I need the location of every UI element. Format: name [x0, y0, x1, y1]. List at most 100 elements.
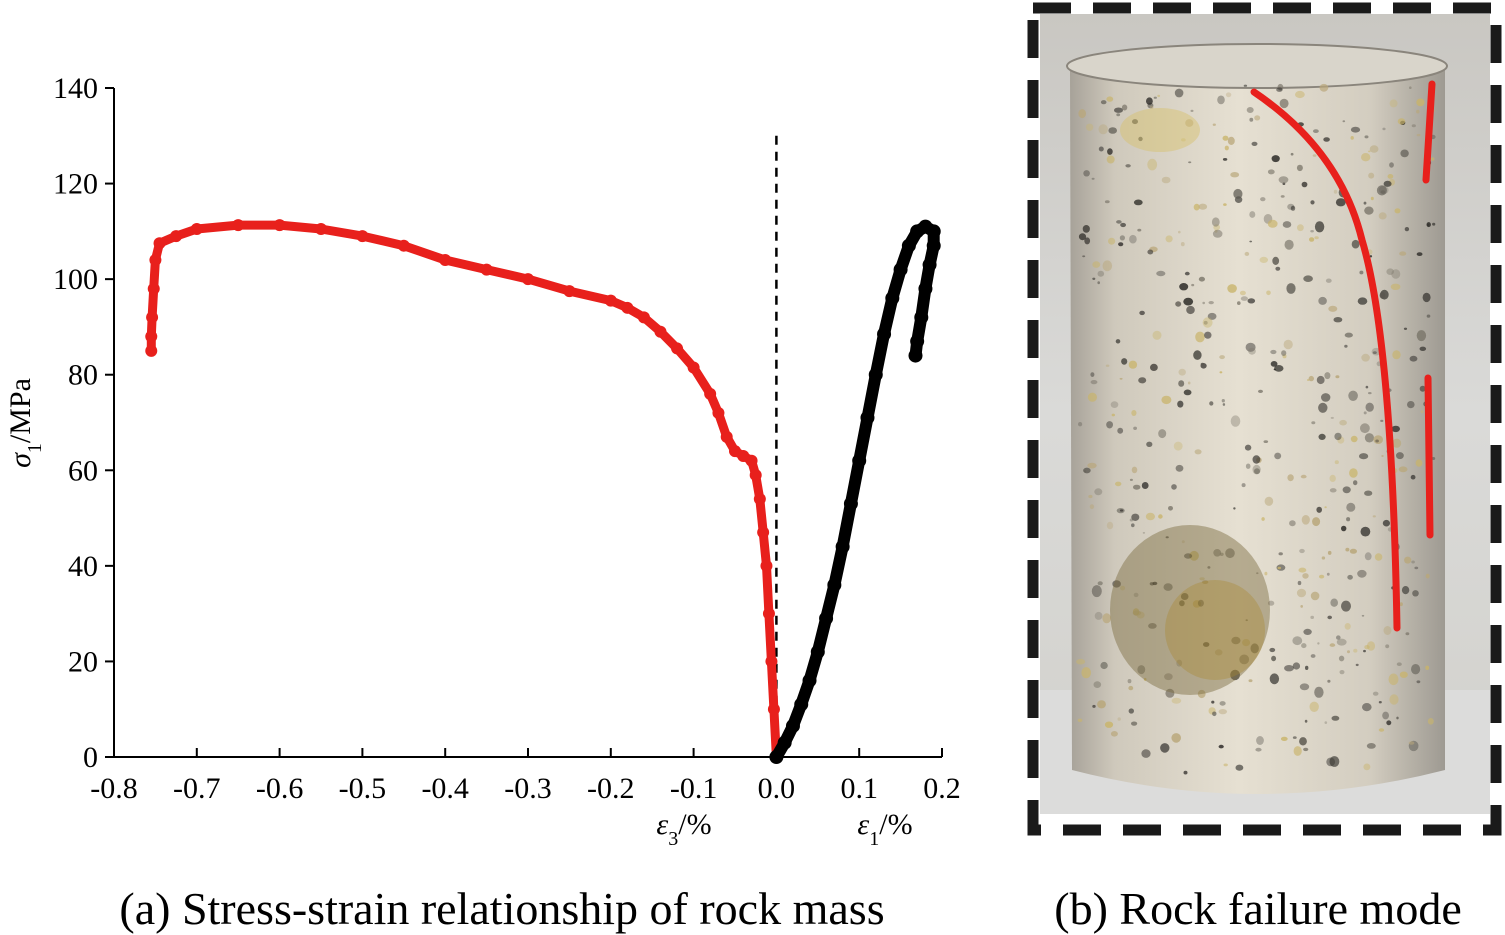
speckle	[1244, 444, 1252, 451]
speckle	[1252, 455, 1261, 464]
speckle	[1146, 97, 1153, 105]
data-point	[729, 445, 741, 458]
speckle	[1376, 185, 1387, 196]
speckle	[1106, 155, 1115, 164]
speckle	[1120, 222, 1126, 228]
series-lateral-strain	[145, 219, 783, 763]
data-point	[190, 222, 203, 235]
speckle	[1278, 552, 1283, 556]
y-axis-title: σ1/MPa	[4, 378, 46, 468]
speckle	[1369, 255, 1373, 258]
data-point	[146, 311, 159, 324]
speckle	[1298, 567, 1307, 573]
speckle	[1361, 614, 1365, 617]
data-point	[852, 453, 867, 468]
speckle	[1344, 332, 1353, 338]
speckle	[1108, 237, 1116, 245]
speckle	[1334, 432, 1342, 441]
speckle	[1179, 600, 1185, 607]
speckle	[1412, 590, 1419, 597]
speckle	[1391, 425, 1400, 433]
speckle	[1272, 256, 1280, 265]
speckle	[1271, 655, 1277, 662]
speckle	[1308, 375, 1315, 382]
speckle	[1303, 628, 1312, 636]
speckle	[1361, 153, 1371, 162]
speckle	[1359, 270, 1364, 275]
speckle	[1094, 611, 1103, 620]
speckle	[1341, 600, 1351, 612]
data-point	[860, 410, 875, 425]
speckle	[1087, 462, 1097, 469]
speckle	[1312, 517, 1321, 527]
data-point	[810, 644, 825, 659]
speckle	[1411, 560, 1415, 564]
speckle	[1399, 671, 1408, 678]
speckle	[1227, 136, 1235, 145]
y-tick-label: 20	[68, 645, 98, 678]
speckle	[1274, 452, 1282, 460]
speckle	[1176, 659, 1183, 667]
speckle	[1350, 136, 1354, 140]
data-point	[145, 330, 158, 343]
data-point	[827, 577, 842, 592]
y-tick-label: 40	[68, 550, 98, 583]
speckle	[1148, 623, 1157, 629]
speckle	[1248, 679, 1253, 683]
speckle	[1217, 95, 1225, 105]
data-point	[760, 559, 773, 572]
speckle	[1269, 647, 1276, 653]
speckle	[1396, 452, 1404, 460]
speckle	[1310, 200, 1315, 205]
speckle	[1178, 380, 1185, 387]
speckle	[1224, 145, 1229, 151]
data-point	[910, 334, 925, 349]
speckle	[1131, 410, 1137, 416]
data-point	[868, 367, 883, 382]
speckle	[1324, 506, 1327, 509]
speckle	[1378, 212, 1387, 220]
speckle	[1248, 347, 1256, 355]
speckle	[1363, 763, 1371, 771]
speckle	[1396, 716, 1399, 720]
speckle	[1104, 200, 1110, 204]
speckle	[1389, 162, 1394, 168]
data-point	[439, 254, 452, 267]
speckle	[1348, 390, 1358, 401]
speckle	[1153, 96, 1157, 99]
speckle	[1097, 581, 1103, 586]
speckle	[1416, 98, 1425, 107]
speckle	[1335, 375, 1340, 379]
fracture-line-upper-right	[1422, 80, 1436, 184]
speckle	[1321, 393, 1331, 402]
fracture-line-lower-right	[1424, 374, 1434, 539]
speckle	[1171, 484, 1177, 490]
x-tick-label: -0.3	[504, 772, 552, 805]
speckle	[1171, 733, 1181, 743]
speckle	[1327, 550, 1332, 555]
speckle	[1105, 364, 1110, 367]
speckle	[1399, 602, 1403, 607]
speckle	[1189, 550, 1199, 561]
speckle	[1082, 225, 1090, 233]
speckle	[1091, 177, 1095, 180]
speckle	[1198, 276, 1205, 282]
speckle	[1218, 744, 1224, 749]
data-point	[145, 344, 158, 357]
speckle	[1391, 269, 1401, 279]
speckle	[1133, 484, 1141, 490]
speckle	[1344, 344, 1348, 348]
speckle	[1407, 401, 1415, 409]
speckle	[1396, 662, 1402, 666]
data-point	[563, 285, 576, 298]
speckle	[1128, 708, 1135, 714]
speckle	[1085, 123, 1094, 131]
data-point	[637, 311, 650, 324]
speckle	[1355, 663, 1359, 667]
speckle	[1432, 222, 1436, 226]
data-point	[769, 750, 784, 764]
speckle	[1190, 109, 1194, 112]
speckle	[1240, 296, 1248, 301]
speckle	[1383, 626, 1392, 635]
series-line	[770, 220, 940, 763]
